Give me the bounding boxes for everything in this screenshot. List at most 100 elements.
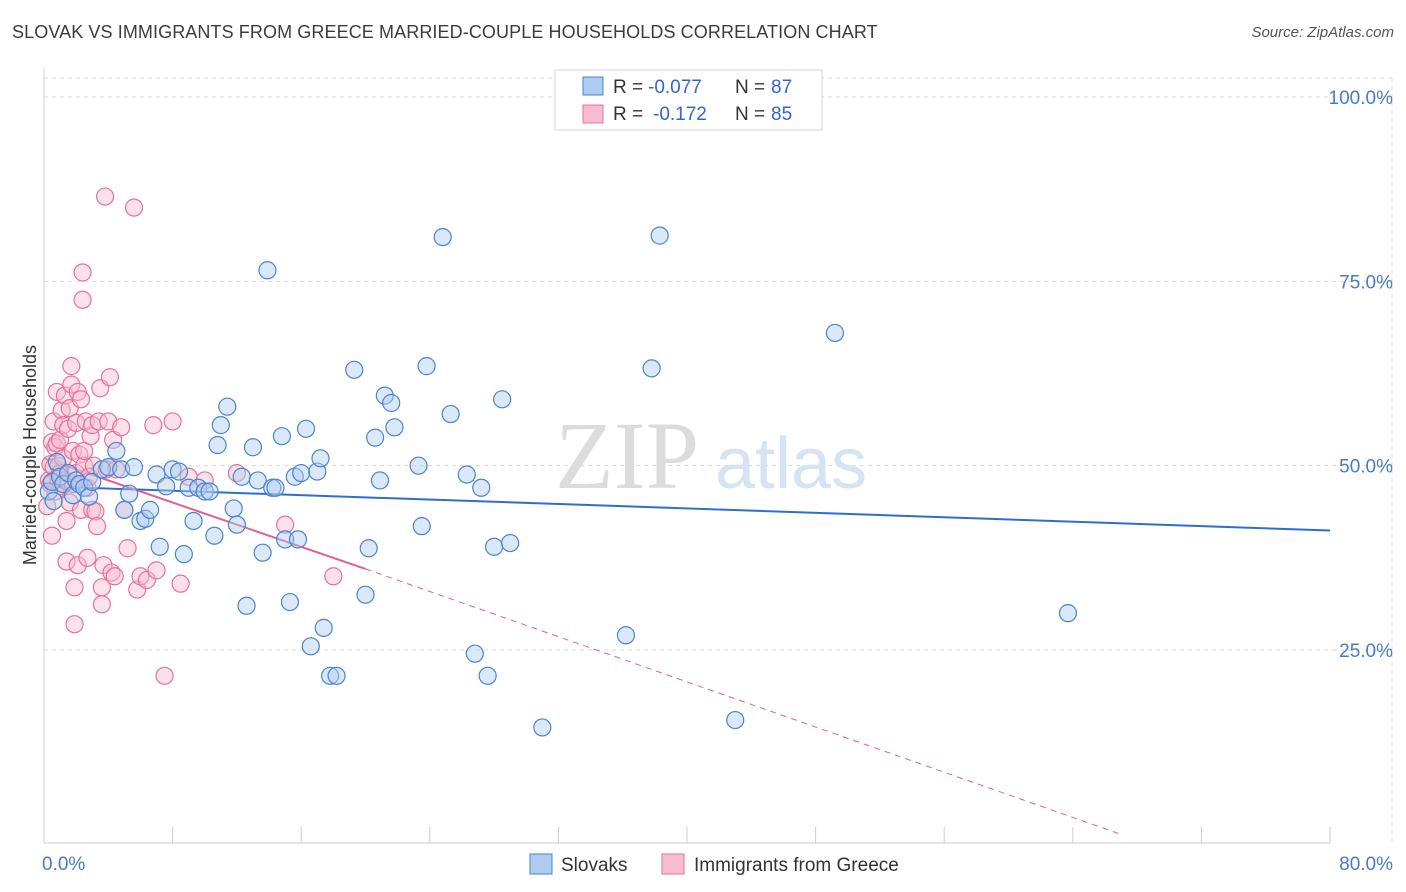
point-slovaks-71 xyxy=(417,357,436,376)
bottom-legend-label-greece: Immigrants from Greece xyxy=(694,855,899,876)
point-greece-79 xyxy=(171,574,190,593)
point-slovaks-62 xyxy=(356,585,375,604)
point-greece-84 xyxy=(324,567,343,586)
legend-r-value-2: -0.172 xyxy=(653,104,707,125)
point-slovaks-7 xyxy=(63,486,83,505)
point-slovaks-66 xyxy=(375,386,394,405)
point-slovaks-24 xyxy=(150,537,169,556)
point-greece-43 xyxy=(75,456,94,475)
point-slovaks-68 xyxy=(385,418,404,437)
point-greece-47 xyxy=(78,548,97,567)
point-slovaks-52 xyxy=(288,530,308,549)
point-greece-66 xyxy=(105,567,124,586)
point-slovaks-12 xyxy=(83,472,102,491)
point-slovaks-22 xyxy=(140,500,160,520)
point-slovaks-33 xyxy=(200,482,219,501)
y-tick-label-0: 100.0% xyxy=(1329,88,1394,109)
point-slovaks-70 xyxy=(412,517,431,536)
point-slovaks-63 xyxy=(359,539,378,558)
point-greece-33 xyxy=(65,615,84,634)
point-greece-68 xyxy=(112,418,131,437)
point-slovaks-61 xyxy=(345,360,364,379)
point-slovaks-85 xyxy=(726,710,745,730)
legend-n-label-1: N = xyxy=(735,77,765,98)
point-greece-63 xyxy=(100,368,120,387)
point-slovaks-64 xyxy=(366,428,385,447)
point-slovaks-78 xyxy=(485,537,504,556)
chart-title: SLOVAK VS IMMIGRANTS FROM GREECE MARRIED… xyxy=(12,22,878,42)
point-slovaks-11 xyxy=(79,487,99,506)
point-slovaks-82 xyxy=(616,626,636,645)
bottom-legend-swatch-slovaks xyxy=(529,853,553,875)
point-slovaks-54 xyxy=(296,419,316,438)
point-slovaks-35 xyxy=(208,435,227,455)
point-greece-29 xyxy=(62,357,81,376)
y-tick-labels: 100.0% 75.0% 50.0% 25.0% xyxy=(1329,88,1394,662)
point-slovaks-44 xyxy=(253,543,272,562)
point-greece-55 xyxy=(89,412,108,431)
point-slovaks-80 xyxy=(501,533,520,553)
x-tick-label-1: 80.0% xyxy=(1339,854,1393,875)
x-tick-label-0: 0.0% xyxy=(42,854,85,875)
legend-swatch-slovaks xyxy=(582,76,604,96)
point-slovaks-18 xyxy=(120,484,139,503)
point-greece-22 xyxy=(57,511,76,531)
x-tick-labels: 0.0% 80.0% xyxy=(42,854,1393,875)
point-greece-28 xyxy=(62,375,81,394)
y-tick-label-2: 50.0% xyxy=(1339,457,1393,478)
watermark-atlas: atlas xyxy=(715,424,867,504)
point-greece-41 xyxy=(73,290,92,309)
point-greece-37 xyxy=(68,556,87,575)
point-slovaks-65 xyxy=(370,471,390,490)
point-slovaks-79 xyxy=(493,390,512,409)
point-slovaks-59 xyxy=(321,666,340,685)
y-tick-label-1: 75.0% xyxy=(1339,272,1393,293)
point-greece-42 xyxy=(73,263,92,282)
point-slovaks-86 xyxy=(825,323,844,343)
point-greece-58 xyxy=(92,578,111,597)
legend-r-value-1: -0.077 xyxy=(648,77,702,98)
point-greece-60 xyxy=(95,187,115,206)
legend-n-value-1: 87 xyxy=(771,77,792,98)
point-slovaks-0 xyxy=(39,482,58,501)
point-slovaks-48 xyxy=(272,427,292,446)
point-slovaks-30 xyxy=(184,511,203,531)
point-greece-23 xyxy=(57,552,76,571)
point-greece-83 xyxy=(276,515,295,534)
point-greece-78 xyxy=(163,412,182,431)
point-slovaks-53 xyxy=(292,463,311,483)
point-slovaks-19 xyxy=(124,458,144,477)
axes xyxy=(43,68,1331,844)
point-slovaks-67 xyxy=(382,393,401,413)
point-slovaks-41 xyxy=(237,596,256,615)
legend-n-label-2: N = xyxy=(735,104,765,125)
point-slovaks-60 xyxy=(327,666,346,685)
point-slovaks-39 xyxy=(227,515,246,534)
point-slovaks-2 xyxy=(44,491,63,511)
point-greece-70 xyxy=(118,539,137,558)
watermark: ZIP atlas xyxy=(555,402,867,509)
point-slovaks-3 xyxy=(47,452,66,472)
trend-line-slovaks xyxy=(43,485,1331,532)
point-greece-77 xyxy=(155,666,174,685)
point-greece-57 xyxy=(92,595,111,614)
point-slovaks-57 xyxy=(311,449,330,468)
point-slovaks-28 xyxy=(174,545,193,564)
point-slovaks-55 xyxy=(301,637,320,656)
point-slovaks-32 xyxy=(195,482,214,501)
series-immigrants-from-greece xyxy=(38,187,343,685)
point-slovaks-81 xyxy=(533,718,552,737)
legend-swatch-greece xyxy=(582,104,604,124)
bottom-legend: Slovaks Immigrants from Greece xyxy=(529,853,899,876)
point-greece-5 xyxy=(42,526,62,545)
point-slovaks-15 xyxy=(107,441,126,461)
point-slovaks-74 xyxy=(457,465,476,484)
point-greece-39 xyxy=(71,390,91,409)
point-slovaks-25 xyxy=(157,477,176,496)
point-slovaks-73 xyxy=(441,404,460,424)
series-slovaks xyxy=(39,226,1078,737)
point-greece-32 xyxy=(65,578,84,597)
point-greece-35 xyxy=(67,413,86,433)
point-slovaks-69 xyxy=(409,456,428,475)
